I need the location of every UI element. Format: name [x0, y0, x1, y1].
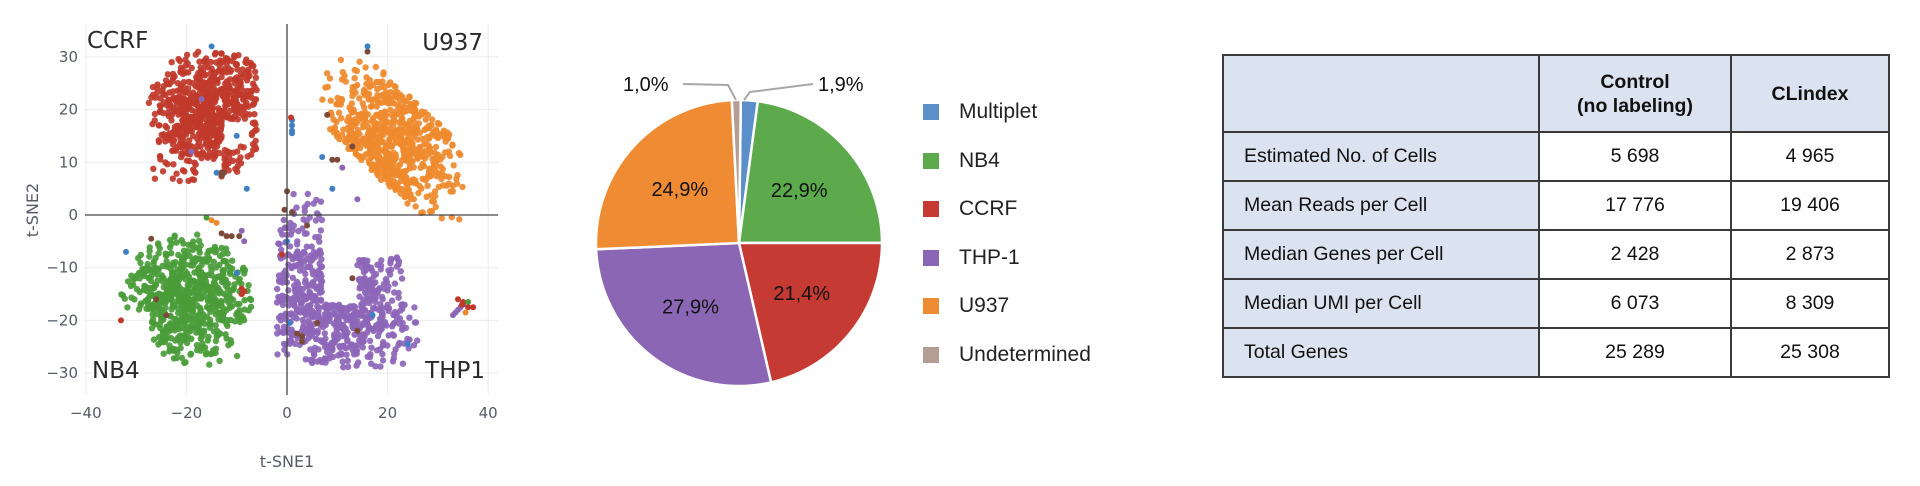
pie-slice-undetermined — [730, 98, 743, 244]
table-row: Median Genes per Cell 2 428 2 873 — [1222, 229, 1890, 280]
cell-type-pie-chart: 22,9% 21,4% 27,9% 24,9% 1,0% 1,9% Multiplet… — [580, 40, 1140, 400]
cell-control: 6 073 — [1538, 278, 1732, 329]
legend-item-multiplet: Multiplet — [923, 100, 1037, 124]
svg-text:−20: −20 — [171, 404, 203, 422]
legend-label: CCRF — [959, 197, 1018, 221]
header-control: Control (no labeling) — [1538, 54, 1732, 133]
svg-text:0: 0 — [68, 206, 78, 224]
cell-control: 2 428 — [1538, 229, 1732, 280]
svg-text:40: 40 — [479, 404, 498, 422]
pie-slice-nb4 — [737, 99, 884, 245]
row-label: Median Genes per Cell — [1222, 229, 1540, 280]
cell-clindex: 25 308 — [1730, 327, 1890, 378]
cell-control: 17 776 — [1538, 180, 1732, 231]
cell-clindex: 2 873 — [1730, 229, 1890, 280]
legend-item-ccrf: CCRF — [923, 197, 1017, 221]
legend-item-nb4: NB4 — [923, 149, 1000, 173]
cell-control: 5 698 — [1538, 131, 1732, 182]
legend-swatch-u937 — [923, 298, 939, 315]
tsne-scatter-plot: −40 −20 0 20 40 30 20 10 0 −10 −20 −30 t-SNE1 t-SN… — [0, 0, 520, 481]
table-row: Median UMI per Cell 6 073 8 309 — [1222, 278, 1890, 329]
x-axis-ticks: −40 −20 0 20 40 — [70, 404, 498, 422]
svg-text:30: 30 — [59, 48, 78, 66]
svg-text:−10: −10 — [46, 259, 78, 277]
sequencing-stats-table: Control (no labeling) CLindex Estimated … — [1222, 54, 1890, 378]
pie-svg: 22,9% 21,4% 27,9% 24,9% 1,0% 1,9% — [594, 74, 884, 388]
legend-label: NB4 — [959, 148, 1000, 172]
legend-swatch-undetermined — [923, 347, 939, 363]
table-header-row: Control (no labeling) CLindex — [1222, 54, 1890, 133]
table-row: Total Genes 25 289 25 308 — [1222, 327, 1890, 378]
tsne-scatter-svg: −40 −20 0 20 40 30 20 10 0 −10 −20 −30 t-SNE1 t-SN… — [23, 24, 498, 471]
table-row: Estimated No. of Cells 5 698 4 965 — [1222, 131, 1890, 182]
svg-text:20: 20 — [378, 404, 397, 422]
leader-line-multiplet — [743, 83, 814, 101]
svg-text:−20: −20 — [46, 311, 78, 329]
row-label: Mean Reads per Cell — [1222, 180, 1540, 231]
label-ccrf: CCRF — [87, 28, 148, 54]
svg-text:−30: −30 — [46, 364, 78, 382]
legend-label: Multiplet — [959, 100, 1038, 123]
pie-label-undetermined: 1,0% — [623, 74, 669, 96]
label-u937: U937 — [422, 30, 483, 56]
legend-label: Undetermined — [959, 343, 1091, 366]
pie-label-multiplet: 1,9% — [818, 74, 864, 96]
leader-line-undetermined — [682, 83, 737, 101]
legend-item-thp1: THP-1 — [923, 246, 1020, 270]
legend-swatch-nb4 — [923, 152, 939, 169]
svg-text:−40: −40 — [70, 404, 102, 422]
pie-slice-label: 24,9% — [651, 179, 708, 201]
sequencing-stats-table-panel: Control (no labeling) CLindex Estimated … — [1222, 54, 1890, 378]
header-control-line1: Control — [1600, 70, 1670, 93]
table-row: Mean Reads per Cell 17 776 19 406 — [1222, 180, 1890, 231]
header-empty — [1222, 54, 1540, 133]
scatter-points — [118, 43, 477, 371]
x-axis-title: t-SNE1 — [260, 452, 314, 471]
svg-text:10: 10 — [59, 153, 78, 171]
label-nb4: NB4 — [92, 358, 140, 384]
label-thp1: THP1 — [424, 358, 485, 384]
cell-clindex: 8 309 — [1730, 278, 1890, 329]
pie-slice-ccrf — [737, 241, 884, 384]
header-control-line2: (no labeling) — [1577, 94, 1693, 117]
pie-slice-label: 22,9% — [771, 180, 828, 202]
svg-text:0: 0 — [282, 404, 292, 422]
cell-clindex: 4 965 — [1730, 131, 1890, 182]
header-clindex: CLindex — [1730, 54, 1890, 133]
legend-swatch-thp1 — [923, 249, 939, 266]
pie-slice-label: 27,9% — [662, 297, 719, 319]
legend-item-u937: U937 — [923, 294, 1009, 318]
pie-labels: 22,9% 21,4% 27,9% 24,9% — [651, 179, 830, 319]
legend-swatch-multiplet — [923, 104, 939, 120]
pie-slice-thp1 — [594, 241, 773, 388]
legend-label: THP-1 — [959, 245, 1020, 269]
pie-slice-label: 21,4% — [773, 283, 830, 305]
y-axis-title: t-SNE2 — [23, 183, 42, 237]
pie-slice-u937 — [594, 98, 741, 251]
legend-item-undetermined: Undetermined — [923, 343, 1091, 367]
row-label: Estimated No. of Cells — [1222, 131, 1540, 182]
pie-slices — [594, 98, 884, 388]
cell-control: 25 289 — [1538, 327, 1732, 378]
svg-text:20: 20 — [59, 101, 78, 119]
y-axis-ticks: 30 20 10 0 −10 −20 −30 — [46, 48, 78, 382]
row-label: Total Genes — [1222, 327, 1540, 378]
legend-label: U937 — [959, 294, 1010, 318]
cell-clindex: 19 406 — [1730, 180, 1890, 231]
legend-swatch-ccrf — [923, 201, 939, 218]
row-label: Median UMI per Cell — [1222, 278, 1540, 329]
